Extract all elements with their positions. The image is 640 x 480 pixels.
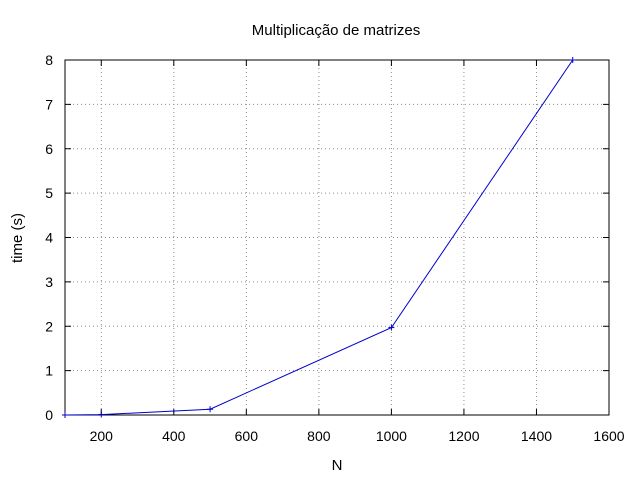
x-tick-label: 200 [90, 428, 114, 444]
y-tick-label: 7 [45, 96, 53, 112]
x-tick-label: 1600 [593, 428, 624, 444]
y-tick-label: 6 [45, 141, 53, 157]
data-point [62, 412, 68, 418]
y-tick-label: 1 [45, 363, 53, 379]
y-tick-label: 0 [45, 407, 53, 423]
y-tick-label: 3 [45, 274, 53, 290]
y-tick-label: 4 [45, 230, 53, 246]
x-tick-label: 1400 [521, 428, 552, 444]
x-tick-label: 400 [162, 428, 186, 444]
data-point [569, 57, 576, 63]
data-point [388, 324, 395, 331]
x-tick-label: 600 [235, 428, 259, 444]
chart-title: Multiplicação de matrizes [252, 22, 420, 39]
grid-lines [65, 60, 609, 415]
y-axis-label: time (s) [9, 213, 26, 263]
data-point [98, 411, 105, 418]
data-point [207, 406, 214, 413]
y-tick-label: 5 [45, 185, 53, 201]
x-tick-label: 1000 [376, 428, 407, 444]
x-axis-label: N [332, 457, 343, 474]
series-layer [62, 57, 576, 418]
y-axis: 0 1 2 3 4 5 6 7 8 [45, 52, 609, 423]
y-tick-label: 2 [45, 318, 53, 334]
x-axis: 200 400 600 800 1000 1200 1400 1600 [90, 60, 625, 444]
x-tick-label: 800 [307, 428, 331, 444]
x-tick-label: 1200 [448, 428, 479, 444]
y-tick-label: 8 [45, 52, 53, 68]
